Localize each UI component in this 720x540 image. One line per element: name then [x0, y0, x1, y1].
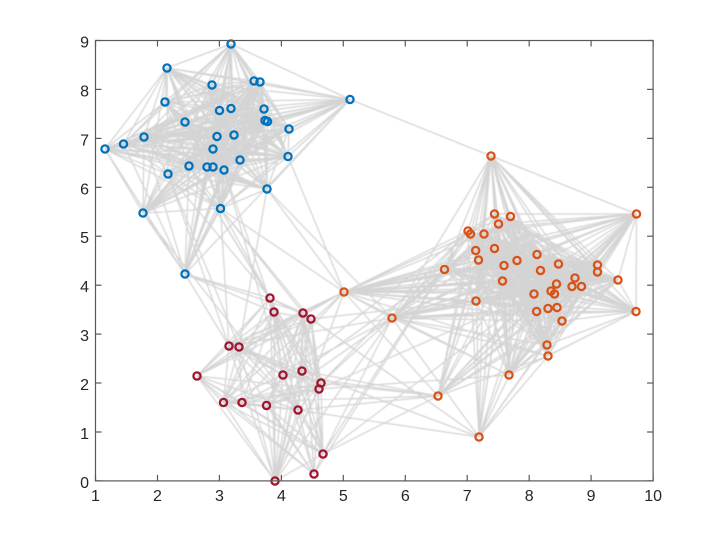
svg-text:6: 6: [80, 181, 89, 198]
svg-text:7: 7: [80, 132, 89, 149]
svg-text:9: 9: [587, 488, 596, 505]
svg-text:8: 8: [80, 83, 89, 100]
svg-text:7: 7: [463, 488, 472, 505]
svg-text:6: 6: [401, 488, 410, 505]
svg-text:3: 3: [215, 488, 224, 505]
svg-text:4: 4: [80, 279, 89, 296]
svg-text:8: 8: [525, 488, 534, 505]
svg-text:5: 5: [339, 488, 348, 505]
svg-text:2: 2: [80, 377, 89, 394]
svg-text:0: 0: [80, 475, 89, 492]
svg-text:1: 1: [80, 426, 89, 443]
svg-text:5: 5: [80, 230, 89, 247]
svg-text:1: 1: [91, 488, 100, 505]
svg-text:9: 9: [80, 35, 89, 52]
svg-text:2: 2: [153, 488, 162, 505]
svg-text:3: 3: [80, 328, 89, 345]
svg-text:4: 4: [277, 488, 286, 505]
svg-text:10: 10: [644, 488, 662, 505]
